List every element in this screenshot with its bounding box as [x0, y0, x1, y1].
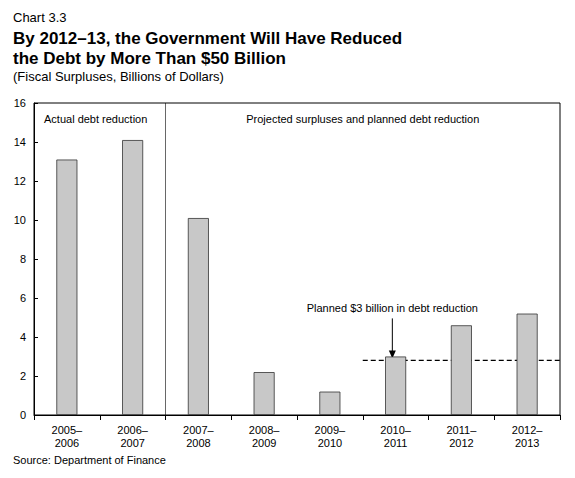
svg-text:6: 6: [20, 292, 26, 304]
svg-text:12: 12: [14, 175, 26, 187]
svg-text:2: 2: [20, 370, 26, 382]
svg-text:2009–: 2009–: [315, 424, 346, 436]
svg-text:Chart 3.3: Chart 3.3: [13, 10, 66, 25]
svg-text:2007: 2007: [120, 437, 144, 449]
svg-text:2013: 2013: [515, 437, 539, 449]
svg-text:2012: 2012: [449, 437, 473, 449]
svg-text:8: 8: [20, 253, 26, 265]
svg-text:0: 0: [20, 409, 26, 421]
svg-text:2012–: 2012–: [512, 424, 543, 436]
svg-text:2006–: 2006–: [117, 424, 148, 436]
svg-text:Source: Department of Finance: Source: Department of Finance: [13, 454, 166, 466]
svg-text:10: 10: [14, 214, 26, 226]
svg-text:2008–: 2008–: [249, 424, 280, 436]
svg-text:(Fiscal Surpluses, Billions of: (Fiscal Surpluses, Billions of Dollars): [13, 69, 224, 84]
svg-text:the Debt by More Than $50 Bill: the Debt by More Than $50 Billion: [13, 49, 286, 68]
svg-text:2010: 2010: [318, 437, 342, 449]
svg-text:By 2012–13, the Government Wil: By 2012–13, the Government Will Have Red…: [13, 29, 402, 48]
svg-text:Actual debt reduction: Actual debt reduction: [44, 113, 147, 125]
svg-text:14: 14: [14, 136, 26, 148]
svg-text:2007–: 2007–: [183, 424, 214, 436]
svg-text:16: 16: [14, 97, 26, 109]
svg-text:4: 4: [20, 331, 26, 343]
svg-text:2010–: 2010–: [380, 424, 411, 436]
svg-text:2006: 2006: [55, 437, 79, 449]
svg-text:2008: 2008: [186, 437, 210, 449]
svg-text:2011: 2011: [384, 437, 408, 449]
svg-text:Planned $3 billion in debt red: Planned $3 billion in debt reduction: [307, 302, 478, 314]
svg-text:2009: 2009: [252, 437, 276, 449]
svg-text:Projected surpluses and planne: Projected surpluses and planned debt red…: [246, 113, 479, 125]
svg-text:2005–: 2005–: [52, 424, 83, 436]
svg-text:2011–: 2011–: [446, 424, 477, 436]
